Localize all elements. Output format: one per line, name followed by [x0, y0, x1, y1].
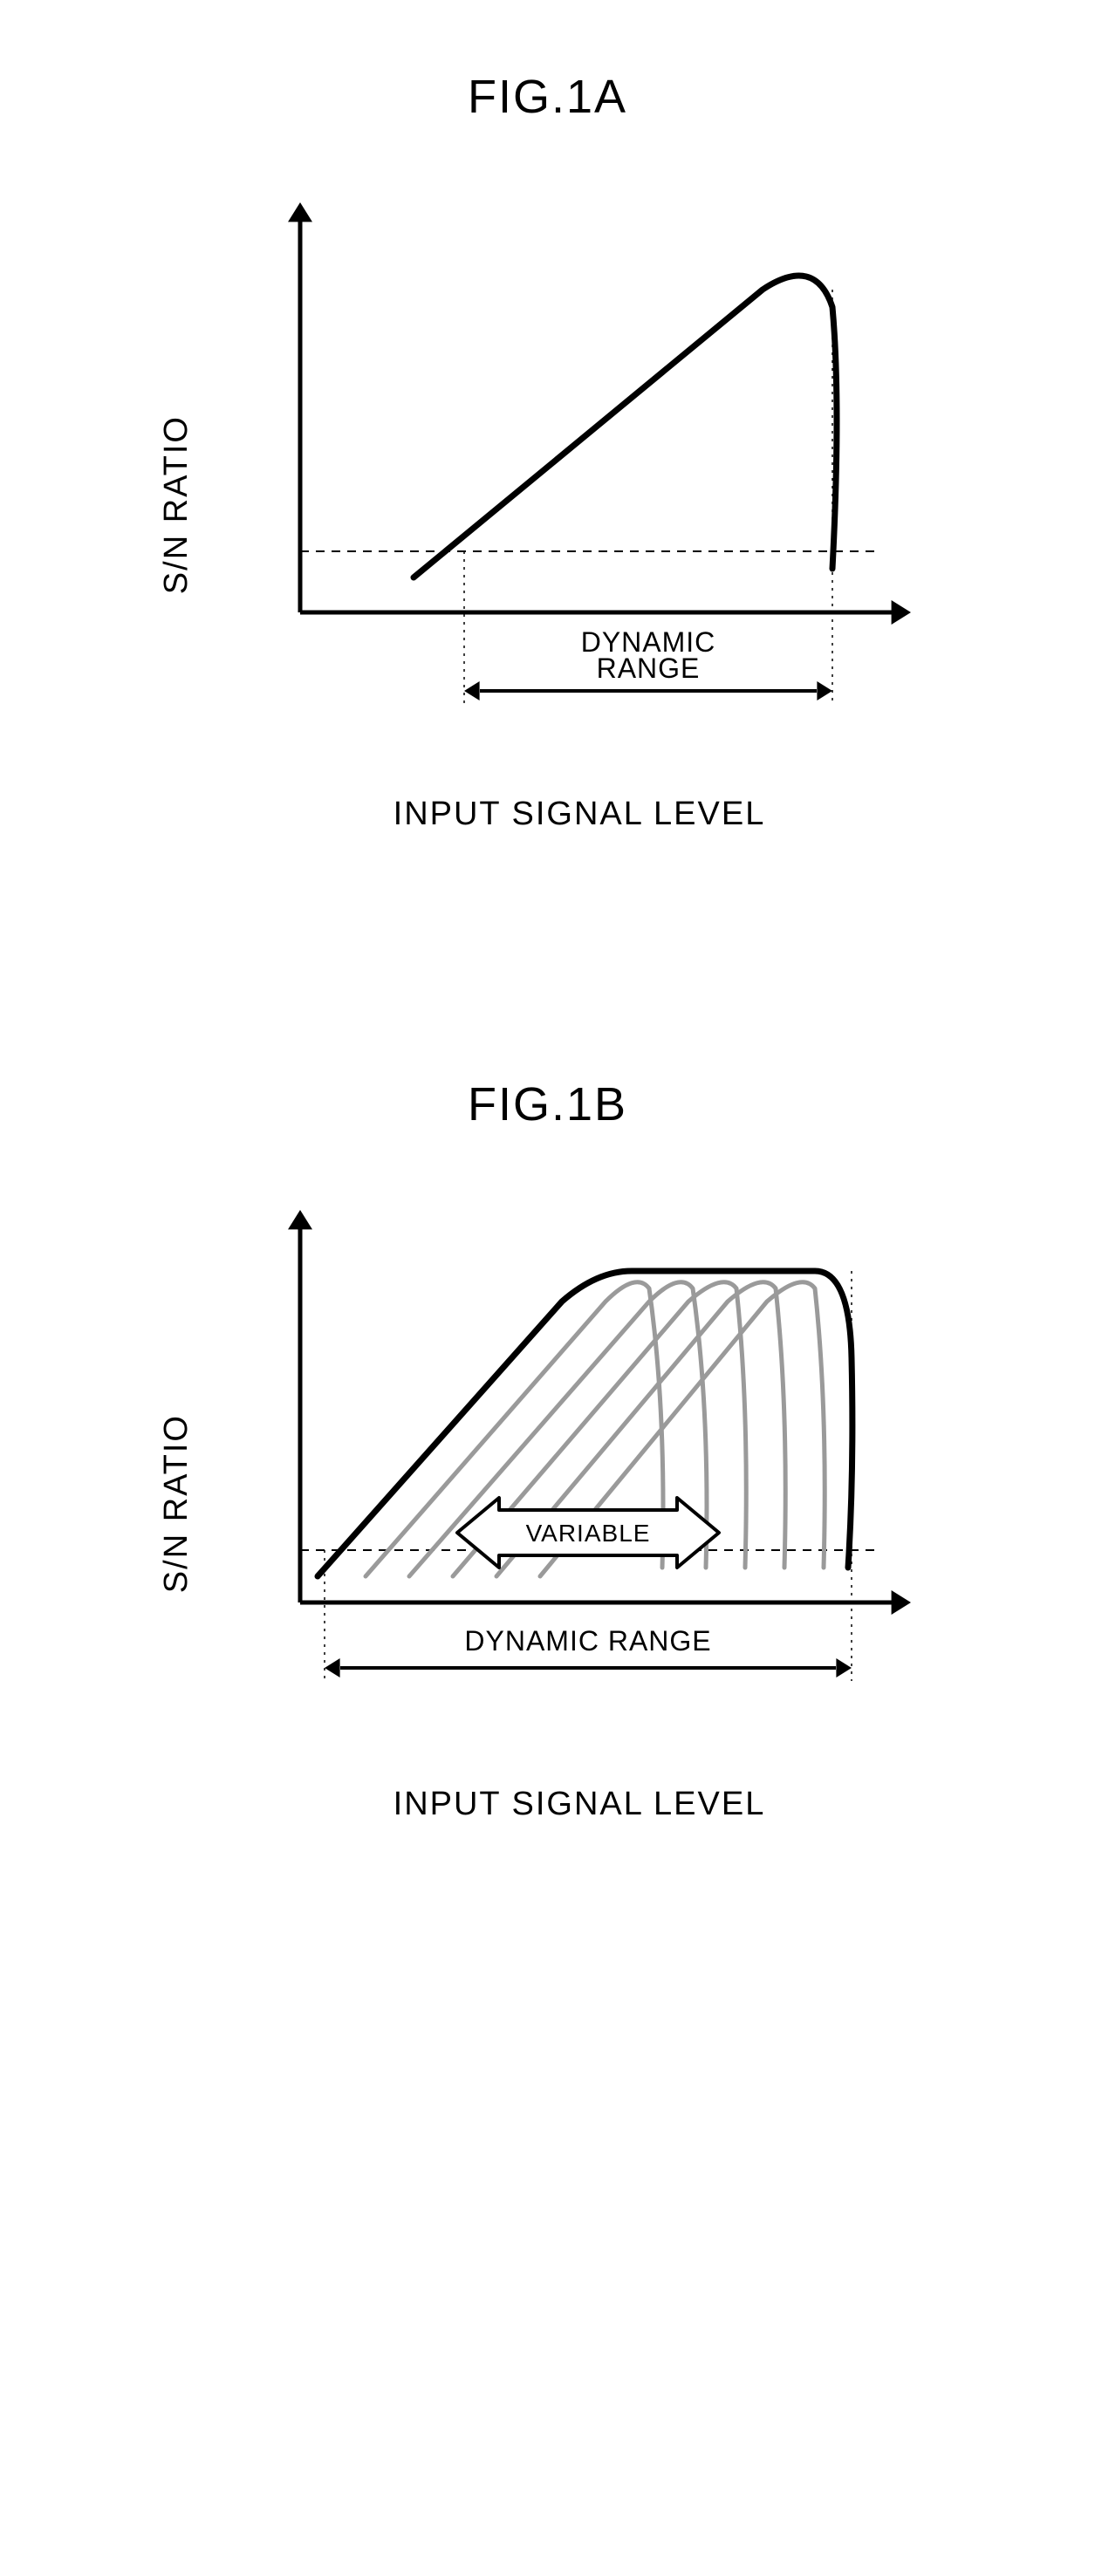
- figure-1a: FIG.1A S/N RATIO DYNAMICRANGE INPUT SIGN…: [0, 70, 1095, 833]
- figure-1b-svg: VARIABLE DYNAMIC RANGE: [222, 1184, 937, 1759]
- figure-1a-title: FIG.1A: [468, 70, 627, 124]
- figure-1b-ylabel: S/N RATIO: [158, 1414, 195, 1593]
- figure-1b: FIG.1B S/N RATIO VARIABLE DYNAMIC RANGE I…: [0, 1077, 1095, 1823]
- figure-1a-chart-col: DYNAMICRANGE INPUT SIGNAL LEVEL: [222, 176, 937, 833]
- figure-1b-chart-wrap: S/N RATIO VARIABLE DYNAMIC RANGE INPUT SI…: [158, 1184, 937, 1823]
- figure-1b-xlabel: INPUT SIGNAL LEVEL: [394, 1786, 766, 1823]
- svg-text:DYNAMIC RANGE: DYNAMIC RANGE: [464, 1625, 711, 1657]
- figure-1b-title: FIG.1B: [468, 1077, 627, 1131]
- figure-1a-svg: DYNAMICRANGE: [222, 176, 937, 769]
- figure-1a-xlabel: INPUT SIGNAL LEVEL: [394, 796, 766, 833]
- figure-1b-chart-col: VARIABLE DYNAMIC RANGE INPUT SIGNAL LEVEL: [222, 1184, 937, 1823]
- figure-1a-ylabel: S/N RATIO: [158, 415, 195, 594]
- svg-text:VARIABLE: VARIABLE: [526, 1520, 651, 1547]
- figure-1a-chart-wrap: S/N RATIO DYNAMICRANGE INPUT SIGNAL LEVE…: [158, 176, 937, 833]
- svg-text:RANGE: RANGE: [597, 653, 701, 684]
